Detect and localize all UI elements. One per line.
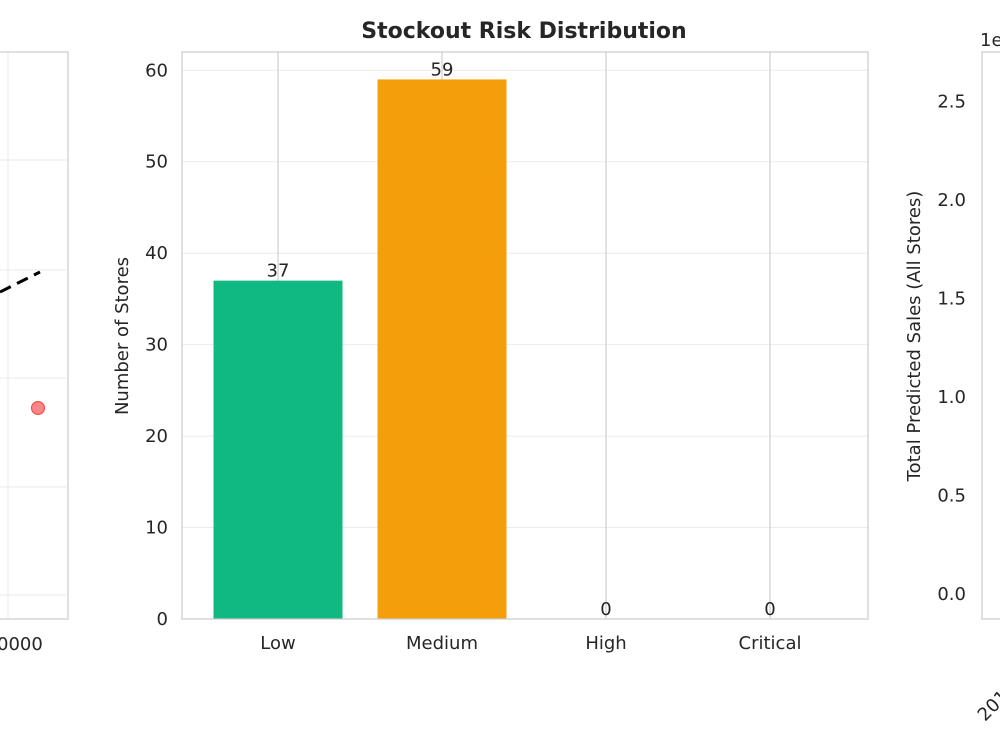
right-y-tick-label: 2.0 — [937, 190, 966, 211]
x-tick-label: Medium — [406, 633, 478, 654]
right-panel-y-ticks: 0.0 0.5 1.0 1.5 2.0 2.5 — [937, 92, 966, 606]
y-tick-label: 0 — [157, 609, 168, 630]
y-tick-label: 20 — [145, 426, 168, 447]
left-x-tick-label: 0000 — [0, 634, 43, 655]
y-tick-label: 40 — [145, 243, 168, 264]
right-panel-y-axis-label: Total Predicted Sales (All Stores) — [904, 191, 925, 483]
y-tick-label: 30 — [145, 335, 168, 356]
x-tick-label: Low — [260, 633, 295, 654]
left-panel-frame — [0, 51, 69, 620]
left-panel-grid — [0, 52, 68, 619]
y-tick-label: 60 — [145, 60, 168, 81]
left-trend-line — [0, 270, 41, 294]
right-offset-label: 1e — [980, 30, 1000, 51]
bar-chart-y-ticks: 0 10 20 30 40 50 60 — [145, 60, 168, 630]
x-tick-label: Critical — [739, 633, 802, 654]
bar-low — [213, 280, 343, 619]
bar-chart-y-axis-label: Number of Stores — [112, 257, 133, 415]
chart-title: Stockout Risk Distribution — [361, 19, 686, 44]
bar-chart-bars — [213, 79, 507, 619]
bar-chart-x-ticks: Low Medium High Critical — [260, 633, 801, 654]
left-scatter-point — [31, 401, 45, 415]
right-y-tick-label: 2.5 — [937, 92, 966, 113]
bar-value-label: 0 — [600, 599, 611, 620]
y-tick-label: 50 — [145, 152, 168, 173]
bar-chart-data-labels: 37 59 0 0 — [267, 59, 776, 620]
right-panel: 1e 0.0 0.5 1.0 1.5 2.0 2.5 Total Predicted Sa… — [904, 30, 1000, 726]
x-tick-label: High — [585, 633, 626, 654]
right-panel-frame — [981, 51, 1000, 620]
bar-chart-frame — [181, 51, 869, 620]
bar-value-label: 59 — [431, 59, 454, 80]
y-tick-label: 10 — [145, 518, 168, 539]
right-y-tick-label: 1.5 — [937, 289, 966, 310]
right-x-tick-label: 2015 — [974, 678, 1000, 725]
left-panel: 0000 — [0, 51, 69, 655]
bar-value-label: 37 — [267, 261, 290, 282]
right-y-tick-label: 0.0 — [937, 584, 966, 605]
right-y-tick-label: 1.0 — [937, 387, 966, 408]
bar-medium — [377, 79, 507, 619]
bar-value-label: 0 — [764, 599, 775, 620]
bar-chart-panel: Stockout Risk Distribution 0 10 20 30 40 50 60… — [112, 19, 869, 654]
right-y-tick-label: 0.5 — [937, 486, 966, 507]
